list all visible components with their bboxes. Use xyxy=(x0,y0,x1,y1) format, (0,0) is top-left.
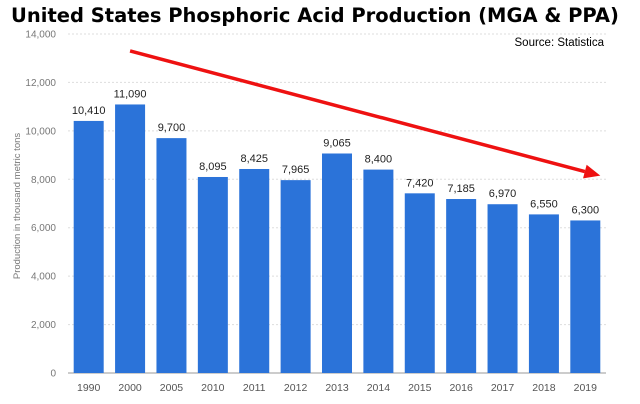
y-tick-label: 10,000 xyxy=(25,126,56,137)
data-label: 6,970 xyxy=(489,188,517,200)
bar-2000 xyxy=(115,104,146,374)
chart-title: United States Phosphoric Acid Production… xyxy=(11,4,619,27)
data-label: 7,185 xyxy=(447,183,475,195)
data-label: 9,700 xyxy=(158,122,186,134)
bar-2019 xyxy=(570,220,601,373)
x-tick-label: 2005 xyxy=(160,382,184,394)
trend-arrow xyxy=(129,49,601,179)
x-tick-label: 2019 xyxy=(574,382,598,394)
bar-2005 xyxy=(156,138,187,373)
x-tick-label: 2000 xyxy=(118,382,142,394)
data-label: 6,300 xyxy=(572,204,600,216)
x-tick-label: 2013 xyxy=(325,382,349,394)
x-axis-ticks: 1990 2000 2005 2010 2011 2012 2013 2014 2015 2016… xyxy=(77,382,597,394)
y-tick-label: 4,000 xyxy=(31,272,56,283)
bar-2014 xyxy=(363,169,394,373)
data-label: 7,965 xyxy=(282,164,310,176)
bar-2012 xyxy=(280,180,311,373)
bar-2016 xyxy=(446,199,477,373)
x-tick-label: 2010 xyxy=(201,382,225,394)
bar-2013 xyxy=(322,153,352,373)
data-label: 11,090 xyxy=(114,88,147,100)
y-axis-label: Production in thousand metric tons xyxy=(12,133,23,280)
data-label: 8,400 xyxy=(365,154,393,166)
y-tick-label: 12,000 xyxy=(25,78,56,89)
x-tick-label: 1990 xyxy=(77,382,101,394)
bar-2011 xyxy=(239,168,270,373)
bar-1990 xyxy=(73,120,104,373)
trend-arrow-shaft xyxy=(129,49,586,174)
data-label: 8,425 xyxy=(240,153,268,165)
x-tick-label: 2011 xyxy=(243,382,266,394)
y-tick-label: 6,000 xyxy=(31,223,56,234)
data-label: 8,095 xyxy=(199,161,227,173)
y-tick-label: 2,000 xyxy=(31,320,56,331)
bar-2018 xyxy=(528,214,559,373)
data-label: 9,065 xyxy=(323,137,351,149)
bars xyxy=(73,104,601,374)
x-tick-label: 2012 xyxy=(284,382,308,394)
trend-arrow-head xyxy=(583,164,601,179)
data-labels: 10,410 11,090 9,700 8,095 8,425 7,965 9,065 8,4… xyxy=(72,88,599,216)
bar-2015 xyxy=(404,193,435,373)
y-axis-ticks: 0 2,000 4,000 6,000 8,000 10,000 12,000 14,000 xyxy=(25,30,56,380)
x-tick-label: 2015 xyxy=(408,382,432,394)
x-tick-label: 2018 xyxy=(532,382,556,394)
y-tick-label: 8,000 xyxy=(31,175,56,186)
bar-2010 xyxy=(197,176,228,373)
source-note: Source: Statistica xyxy=(515,37,605,49)
bar-2017 xyxy=(487,204,518,373)
data-label: 10,410 xyxy=(72,105,106,117)
y-tick-label: 0 xyxy=(50,369,56,380)
x-tick-label: 2016 xyxy=(449,382,473,394)
data-label: 6,550 xyxy=(530,198,558,210)
x-tick-label: 2017 xyxy=(491,382,515,394)
x-tick-label: 2014 xyxy=(367,382,391,394)
y-tick-label: 14,000 xyxy=(25,30,56,41)
data-label: 7,420 xyxy=(406,177,434,189)
